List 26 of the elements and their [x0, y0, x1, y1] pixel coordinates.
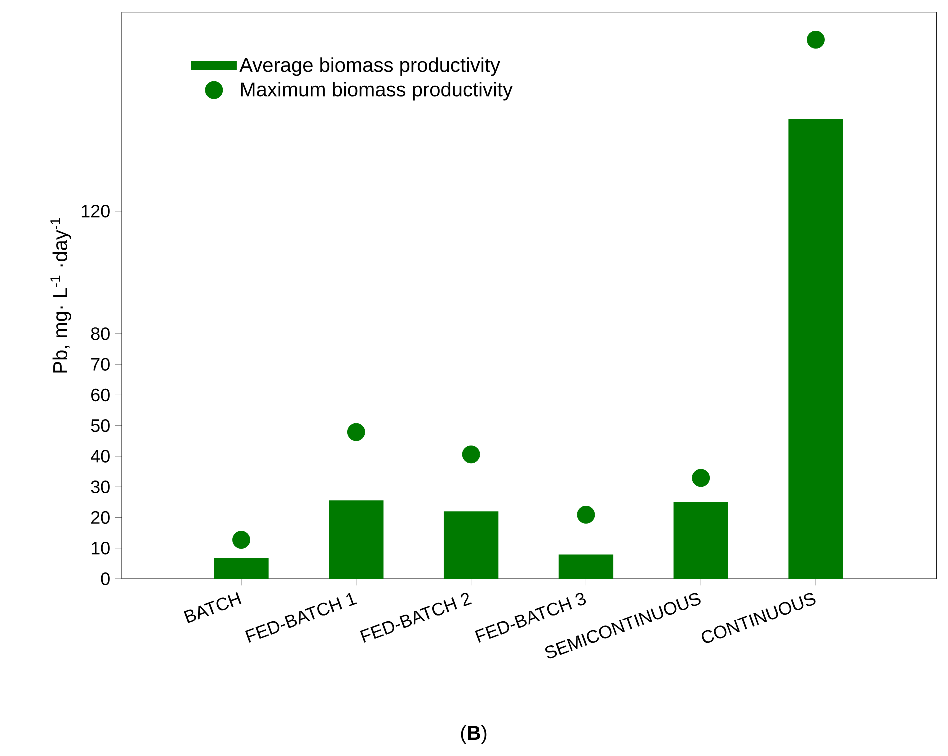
y-tick-label: 40	[91, 450, 110, 463]
bar	[444, 512, 499, 579]
y-axis-title: Pb, mg· L$^{-1}$ ·day$^{-1}$	[50, 218, 72, 373]
point	[807, 30, 825, 49]
y-tick-label: 0	[101, 572, 110, 586]
bar	[788, 120, 844, 579]
bar	[329, 500, 384, 579]
y-tick-label: 30	[91, 480, 110, 494]
bar	[214, 558, 269, 579]
bar	[558, 554, 614, 579]
point	[692, 469, 710, 488]
y-tick-label: 10	[92, 542, 110, 555]
point	[232, 531, 250, 550]
legend-label: Average biomass productivity	[240, 58, 500, 76]
point	[462, 446, 480, 464]
bar	[674, 502, 728, 579]
y-tick-label: 120	[82, 205, 110, 218]
y-tick-label: 60	[92, 388, 110, 402]
legend-label: Maximum biomass productivity	[241, 82, 513, 101]
y-tick-label: 80	[91, 328, 110, 340]
point	[347, 423, 366, 442]
text: (B)	[461, 726, 487, 744]
y-tick-label: 20	[92, 511, 110, 524]
y-tick-label: 50	[91, 419, 110, 432]
y-tick-label: 70	[92, 358, 110, 371]
point	[577, 506, 596, 524]
